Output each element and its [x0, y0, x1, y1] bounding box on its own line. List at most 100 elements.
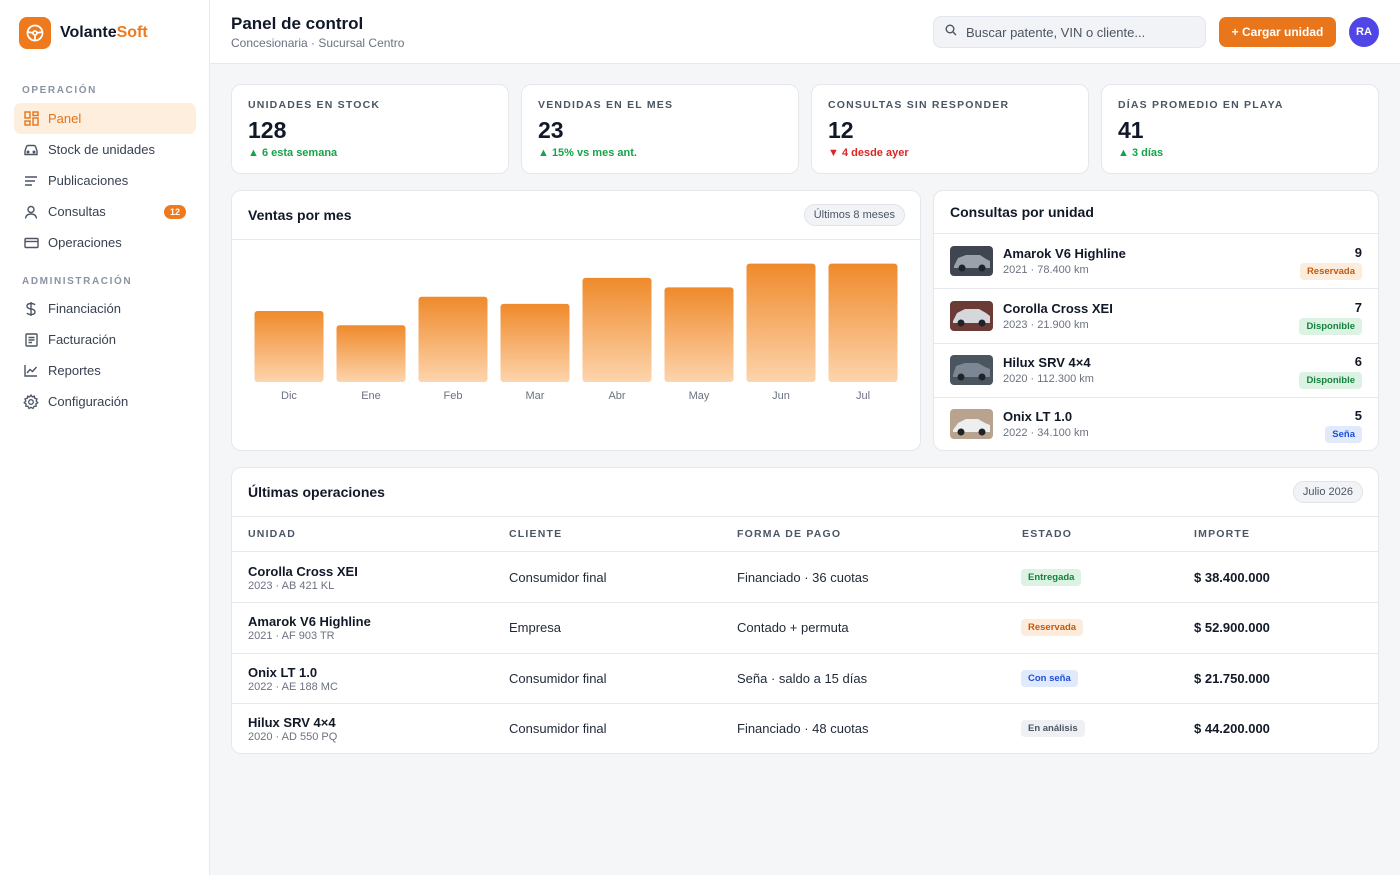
grid-icon — [23, 111, 39, 127]
consulta-row[interactable]: Hilux SRV 4×4 2020 · 112.300 km 6 Dispon… — [934, 343, 1378, 397]
avatar[interactable]: RA — [1349, 17, 1379, 47]
sidebar-item-facturacion[interactable]: Facturación — [14, 324, 196, 355]
gear-icon — [23, 393, 39, 410]
car-thumbnail — [950, 409, 993, 439]
sidebar-item-reportes[interactable]: Reportes — [14, 355, 196, 386]
row-unit-meta: 2021 · AF 903 TR — [248, 630, 335, 642]
unit-meta: 2023 · 21.900 km — [1003, 319, 1089, 331]
consulta-row[interactable]: Onix LT 1.0 2022 · 34.100 km 5 Seña — [934, 397, 1378, 451]
row-amount: $ 21.750.000 — [1194, 671, 1270, 686]
header-divider — [232, 551, 1378, 552]
consultas-title: Consultas por unidad — [950, 204, 1094, 220]
row-divider — [232, 602, 1378, 603]
kpi-label: CONSULTAS SIN RESPONDER — [828, 99, 1010, 111]
card-divider — [232, 516, 1378, 517]
kpi-value: 128 — [248, 117, 287, 143]
brand-name-main: Volante — [60, 24, 117, 41]
table-row[interactable]: Onix LT 1.0 2022 · AE 188 MC Consumidor … — [232, 653, 1378, 703]
bar-jun[interactable] — [746, 263, 816, 382]
sales-chart-title: Ventas por mes — [248, 207, 352, 223]
range-pill[interactable]: Últimos 8 meses — [803, 204, 905, 226]
status-badge: Disponible — [1299, 372, 1362, 389]
period-pill[interactable]: Julio 2026 — [1292, 481, 1363, 503]
consulta-row[interactable]: Amarok V6 Highline 2021 · 78.400 km 9 Re… — [934, 234, 1378, 288]
column-header-unidad[interactable]: UNIDAD — [248, 528, 297, 540]
row-amount: $ 44.200.000 — [1194, 721, 1270, 736]
kpi-value: 41 — [1118, 117, 1144, 143]
status-badge: Reservada — [1299, 263, 1362, 280]
sales-chart-card: Ventas por mes Últimos 8 meses Dic Ene Feb… — [231, 190, 921, 451]
column-header-importe[interactable]: IMPORTE — [1194, 528, 1251, 540]
kpi-label: DÍAS PROMEDIO EN PLAYA — [1118, 99, 1284, 111]
car-icon — [23, 142, 39, 158]
x-tick-label: Jun — [772, 390, 790, 402]
steering-wheel-icon — [19, 17, 51, 49]
unit-meta: 2022 · 34.100 km — [1003, 427, 1089, 439]
section-label-operacion: OPERACIÓN — [22, 85, 97, 96]
table-row[interactable]: Amarok V6 Highline 2021 · AF 903 TR Empr… — [232, 602, 1378, 652]
status-badge: Seña — [1325, 426, 1362, 443]
consultas-card: Consultas por unidad Amarok V6 Highline … — [933, 190, 1379, 451]
sidebar-item-operaciones[interactable]: Operaciones — [14, 227, 196, 258]
row-unit-meta: 2022 · AE 188 MC — [248, 681, 338, 693]
sidebar-item-stock[interactable]: Stock de unidades — [14, 134, 196, 165]
consulta-row[interactable]: Corolla Cross XEI 2023 · 21.900 km 7 Dis… — [934, 289, 1378, 343]
search-box[interactable] — [933, 16, 1206, 48]
table-row[interactable]: Corolla Cross XEI 2023 · AB 421 KL Consu… — [232, 552, 1378, 602]
sidebar-item-publicaciones[interactable]: Publicaciones — [14, 165, 196, 196]
row-payment: Contado + permuta — [737, 620, 849, 635]
dollar-icon — [23, 301, 39, 317]
page-title: Panel de control — [231, 14, 364, 33]
x-tick-label: Ene — [361, 390, 381, 402]
add-unit-button[interactable]: + Cargar unidad — [1219, 17, 1336, 47]
bar-may[interactable] — [664, 287, 734, 382]
sidebar-item-consultas[interactable]: Consultas 12 — [14, 196, 196, 227]
sidebar-item-financiacion[interactable]: Financiación — [14, 293, 196, 324]
bar-dic[interactable] — [254, 311, 324, 382]
bar-abr[interactable] — [582, 277, 652, 382]
kpi-card-consultas: CONSULTAS SIN RESPONDER 12 ▼ 4 desde aye… — [811, 84, 1089, 174]
chart-icon — [23, 363, 39, 379]
bar-feb[interactable] — [418, 296, 488, 382]
page-subtitle: Concesionaria · Sucursal Centro — [231, 36, 405, 50]
bar-ene[interactable] — [336, 325, 406, 382]
section-label-administracion: ADMINISTRACIÓN — [22, 276, 133, 287]
row-payment: Financiado · 36 cuotas — [737, 570, 869, 585]
row-client: Consumidor final — [509, 570, 607, 585]
row-unit-meta: 2023 · AB 421 KL — [248, 580, 335, 592]
row-payment: Seña · saldo a 15 días — [737, 671, 868, 686]
row-amount: $ 38.400.000 — [1194, 570, 1270, 585]
kpi-delta: ▲ 3 días — [1118, 147, 1164, 159]
unit-name: Amarok V6 Highline — [1003, 246, 1126, 261]
card-icon — [23, 235, 39, 251]
x-tick-label: Mar — [526, 390, 545, 402]
sidebar-item-panel[interactable]: Panel — [14, 103, 196, 134]
column-header-estado[interactable]: ESTADO — [1022, 528, 1073, 540]
consultas-count-badge: 12 — [163, 205, 186, 219]
search-input[interactable] — [966, 24, 1186, 40]
x-tick-label: Abr — [608, 390, 625, 402]
sidebar-item-label: Stock de unidades — [48, 142, 155, 157]
unit-name: Corolla Cross XEI — [1003, 301, 1113, 316]
consulta-count: 9 — [1354, 245, 1362, 260]
consulta-count: 5 — [1354, 408, 1362, 423]
x-tick-label: Feb — [444, 390, 463, 402]
brand[interactable]: VolanteSoft — [19, 17, 148, 49]
column-header-forma-de-pago[interactable]: FORMA DE PAGO — [737, 528, 842, 540]
row-unit-name: Amarok V6 Highline — [248, 614, 371, 629]
table-row[interactable]: Hilux SRV 4×4 2020 · AD 550 PQ Consumido… — [232, 703, 1378, 753]
status-badge: Reservada — [1021, 619, 1084, 636]
column-header-cliente[interactable]: CLIENTE — [509, 528, 563, 540]
consulta-count: 7 — [1354, 300, 1362, 315]
bar-mar[interactable] — [500, 303, 570, 382]
sidebar-item-label: Publicaciones — [48, 173, 129, 188]
car-thumbnail — [950, 246, 993, 276]
bar-jul[interactable] — [828, 263, 898, 382]
sidebar-item-label: Consultas — [48, 204, 106, 219]
car-thumbnail — [950, 301, 993, 331]
row-divider — [934, 288, 1378, 289]
sidebar-item-configuracion[interactable]: Configuración — [14, 386, 196, 417]
status-badge: Disponible — [1299, 318, 1362, 335]
status-badge: Entregada — [1021, 569, 1082, 586]
row-unit-name: Onix LT 1.0 — [248, 665, 318, 680]
